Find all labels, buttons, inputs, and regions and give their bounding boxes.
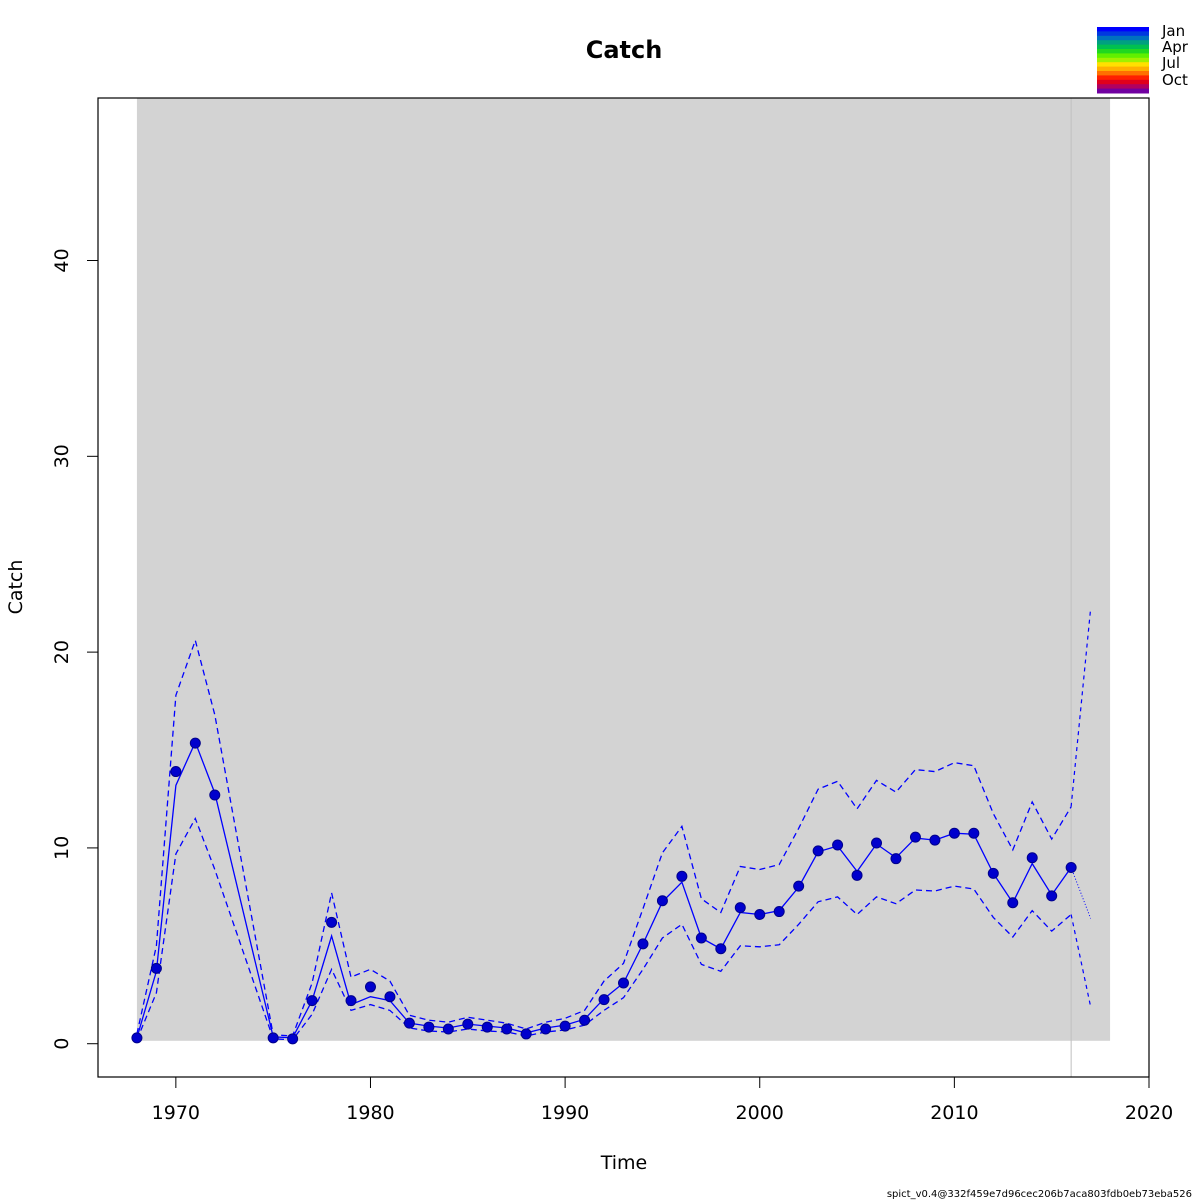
y-tick-label: 10 — [51, 836, 73, 860]
observed-point — [793, 880, 805, 892]
legend-color-band — [1097, 53, 1149, 59]
x-tick-label: 1980 — [346, 1102, 394, 1124]
legend-color-band — [1097, 40, 1149, 46]
observed-point — [851, 869, 863, 881]
observed-point — [559, 1020, 571, 1032]
observed-point — [209, 789, 221, 801]
observed-point — [501, 1023, 513, 1035]
observed-point — [345, 995, 357, 1007]
observed-point — [754, 908, 766, 920]
observed-point — [306, 995, 318, 1007]
legend-color-band — [1097, 79, 1149, 85]
observed-point — [734, 902, 746, 914]
plot-area — [131, 98, 1111, 1077]
observed-point — [676, 870, 688, 882]
y-axis-label: Catch — [5, 560, 27, 615]
observed-point — [715, 943, 727, 955]
observed-point — [637, 938, 649, 950]
x-tick-label: 2020 — [1125, 1102, 1173, 1124]
observed-point — [442, 1023, 454, 1035]
observed-point — [598, 994, 610, 1006]
observed-point — [656, 895, 668, 907]
y-tick-label: 40 — [51, 248, 73, 272]
x-axis-label: Time — [600, 1152, 648, 1174]
legend-label: Oct — [1162, 71, 1188, 89]
observed-point — [987, 867, 999, 879]
legend-color-band — [1097, 57, 1149, 63]
chart-title: Catch — [586, 36, 663, 64]
y-tick-label: 30 — [51, 444, 73, 468]
legend-label: Jan — [1161, 22, 1185, 40]
footer-version: spict_v0.4@332f459e7d96cec206b7aca803fdb… — [887, 1189, 1192, 1200]
y-tick-label: 0 — [51, 1038, 73, 1050]
ci-lower-line — [136, 816, 1072, 1041]
axes: 1970 1980 1990 2000 2010 2020 0 10 20 30 40 — [51, 97, 1173, 1124]
shaded-region — [136, 98, 1111, 1041]
x-tick-label: 1990 — [541, 1102, 589, 1124]
legend-color-band — [1097, 88, 1149, 94]
observed-point — [326, 916, 338, 928]
observed-point — [170, 766, 182, 778]
observed-point — [1007, 897, 1019, 909]
legend-color-band — [1097, 62, 1149, 68]
observed-point — [832, 839, 844, 851]
observed-point — [131, 1032, 143, 1044]
legend-color-band — [1097, 84, 1149, 90]
observed-point — [540, 1023, 552, 1035]
observed-point — [287, 1033, 299, 1045]
x-tick-label: 2000 — [736, 1102, 784, 1124]
observed-point — [364, 981, 376, 993]
observed-point — [462, 1018, 474, 1030]
observed-point — [520, 1028, 532, 1040]
legend-color-band — [1097, 44, 1149, 50]
observed-point — [579, 1014, 591, 1026]
legend-color-band — [1097, 27, 1149, 32]
legend-color-band — [1097, 49, 1149, 54]
legend-color-band — [1097, 71, 1149, 76]
forecast-ci-upper-line — [1070, 608, 1092, 807]
observed-point — [871, 837, 883, 849]
observed-point — [150, 962, 162, 974]
observed-point — [1026, 852, 1038, 864]
observed-point — [481, 1021, 493, 1033]
observed-point — [773, 906, 785, 918]
observed-point — [423, 1021, 435, 1033]
observed-point — [909, 831, 921, 843]
observed-point — [929, 834, 941, 846]
legend-color-band — [1097, 75, 1149, 81]
observed-point — [189, 737, 201, 749]
x-tick-label: 2010 — [930, 1102, 978, 1124]
observed-point — [618, 977, 629, 989]
observed-point — [812, 845, 824, 857]
observed-point — [1065, 861, 1077, 873]
observed-point — [968, 827, 980, 839]
forecast-line — [1070, 867, 1092, 919]
observed-point — [695, 932, 707, 944]
x-tick-label: 1970 — [152, 1102, 200, 1124]
observed-point — [948, 827, 960, 839]
observed-point — [267, 1032, 279, 1044]
legend-color-band — [1097, 35, 1149, 41]
ci-upper-line — [136, 638, 1072, 1037]
legend-color-band — [1097, 31, 1149, 37]
legend-label: Jul — [1161, 54, 1180, 72]
observed-point — [384, 991, 396, 1003]
observed-point — [403, 1017, 415, 1029]
observed-point — [1046, 890, 1058, 902]
observed-point — [890, 853, 902, 865]
legend-label: Apr — [1162, 38, 1189, 56]
y-tick-label: 20 — [51, 640, 73, 664]
legend-color-band — [1097, 66, 1149, 72]
